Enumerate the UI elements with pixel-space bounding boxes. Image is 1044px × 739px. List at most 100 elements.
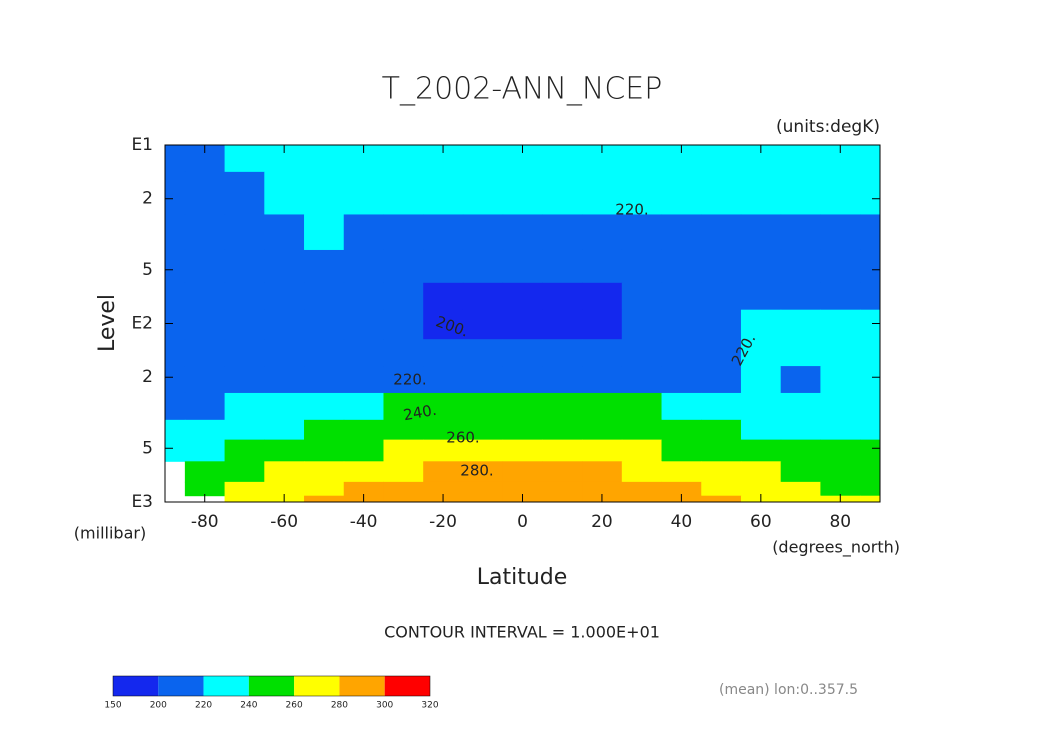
contour-cell [582,461,623,483]
contour-cell [184,461,226,483]
colorbar-swatch [113,676,159,696]
contour-cell [462,145,504,173]
contour-cell [820,392,861,421]
contour-cell [502,439,543,462]
contour-cell [165,282,186,311]
colorbar-label: 260 [286,701,303,711]
contour-cell [304,461,345,483]
contour-cell [264,439,305,462]
contour-cell [502,309,543,340]
contour-cell [383,439,424,462]
contour-cell [343,461,384,483]
contour-cell [304,282,345,311]
colorbar-swatch [248,676,295,696]
contour-cell [184,249,226,284]
contour-cell [701,481,742,497]
chart-title: T_2002-ANN_NCEP [382,72,663,107]
contour-cell [264,309,305,340]
contour-cell [423,282,464,311]
contour-cell [264,461,305,483]
contour-cell [224,339,265,367]
contour-cell [184,282,226,311]
contour-cell [701,461,742,483]
contour-cell [502,392,543,421]
contour-cell [740,392,782,421]
contour-cell [423,171,464,215]
contour-cell [780,419,821,441]
contour-cell [582,481,623,497]
contour-cell [462,171,504,215]
contour-cell [820,481,861,497]
x-tick-label: -40 [350,512,378,532]
contour-cell [860,366,881,394]
contour-cell [780,249,821,284]
contour-cell [264,214,305,251]
y-tick-label: 2 [142,367,153,387]
contour-label: 220. [393,371,426,389]
contour-cell [621,249,663,284]
contour-cell [621,339,663,367]
contour-cell [542,339,583,367]
contour-cell [740,171,782,215]
contour-label: 260. [446,429,479,447]
contour-cell [582,309,623,340]
contour-cell [165,309,186,340]
contour-cell [184,439,226,462]
contour-cell [264,392,305,421]
contour-cell [780,282,821,311]
contour-cell [423,481,464,497]
contour-cell [304,495,345,503]
contour-cell [542,495,583,503]
contour-cell [740,461,782,483]
contour-cell [383,392,424,421]
x-tick-label: 40 [671,512,693,532]
contour-cell [224,481,265,497]
contour-cell [740,366,782,394]
contour-cell [542,249,583,284]
x-axis-label: Latitude [477,565,568,590]
contour-cell [184,392,226,421]
contour-cell [780,439,821,462]
contour-cell [343,439,384,462]
contour-cell [462,439,504,462]
contour-cell [224,495,265,503]
contour-cell [701,439,742,462]
contour-cell [165,171,186,215]
contour-cell [621,439,663,462]
contour-cell [582,171,623,215]
contour-cell [383,339,424,367]
contour-cell [502,171,543,215]
contour-cell [542,366,583,394]
note: (mean) lon:0..357.5 [719,682,858,698]
contour-cell [701,214,742,251]
contour-cell [224,214,265,251]
contour-cell [224,439,265,462]
contour-cell [740,419,782,441]
contour-cell [383,461,424,483]
contour-cell [582,282,623,311]
contour-cell [661,339,702,367]
contour-cell [740,214,782,251]
contour-cell [343,481,384,497]
colorbar-label: 280 [331,701,348,711]
contour-cell [165,419,186,441]
contour-cell [820,461,861,483]
contour-cell [860,495,881,503]
contour-cell [224,282,265,311]
contour-cell [820,282,861,311]
contour-cell [502,214,543,251]
contour-cell [820,214,861,251]
colorbar-swatch [294,676,340,696]
contour-cell [661,481,702,497]
contour-cell [661,439,702,462]
contour-label: 220. [615,201,648,219]
contour-cell [343,249,384,284]
contour-cell [860,309,881,340]
y-tick-label: E1 [131,135,153,155]
contour-cell [343,171,384,215]
contour-cell [264,339,305,367]
contour-cell [264,249,305,284]
contour-cell [165,339,186,367]
contour-cell [423,392,464,421]
contour-cell [224,309,265,340]
